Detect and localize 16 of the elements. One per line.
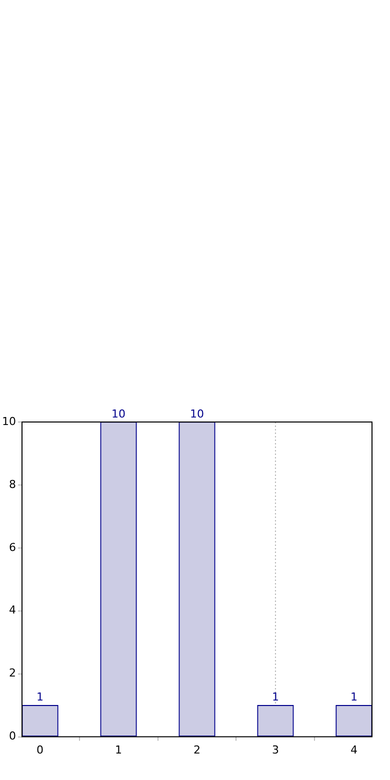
y-tick-label: 8 xyxy=(8,478,16,491)
x-tick-label: 3 xyxy=(272,743,279,756)
data-label: 10 xyxy=(112,407,126,420)
data-label: 1 xyxy=(272,690,279,704)
y-tick-label: 6 xyxy=(8,540,16,554)
data-label: 1 xyxy=(350,690,358,704)
y-tick-label: 10 xyxy=(2,414,16,428)
y-tick-label: 2 xyxy=(8,666,16,680)
data-label: 1 xyxy=(36,690,44,704)
x-tick-label: 1 xyxy=(115,743,122,756)
data-label: 10 xyxy=(190,407,204,420)
x-tick-label: 4 xyxy=(350,743,358,756)
y-tick-label: 0 xyxy=(8,730,16,743)
x-tick-label: 2 xyxy=(194,743,200,756)
x-tick-label: 0 xyxy=(36,743,44,756)
y-tick-label: 4 xyxy=(8,604,16,617)
